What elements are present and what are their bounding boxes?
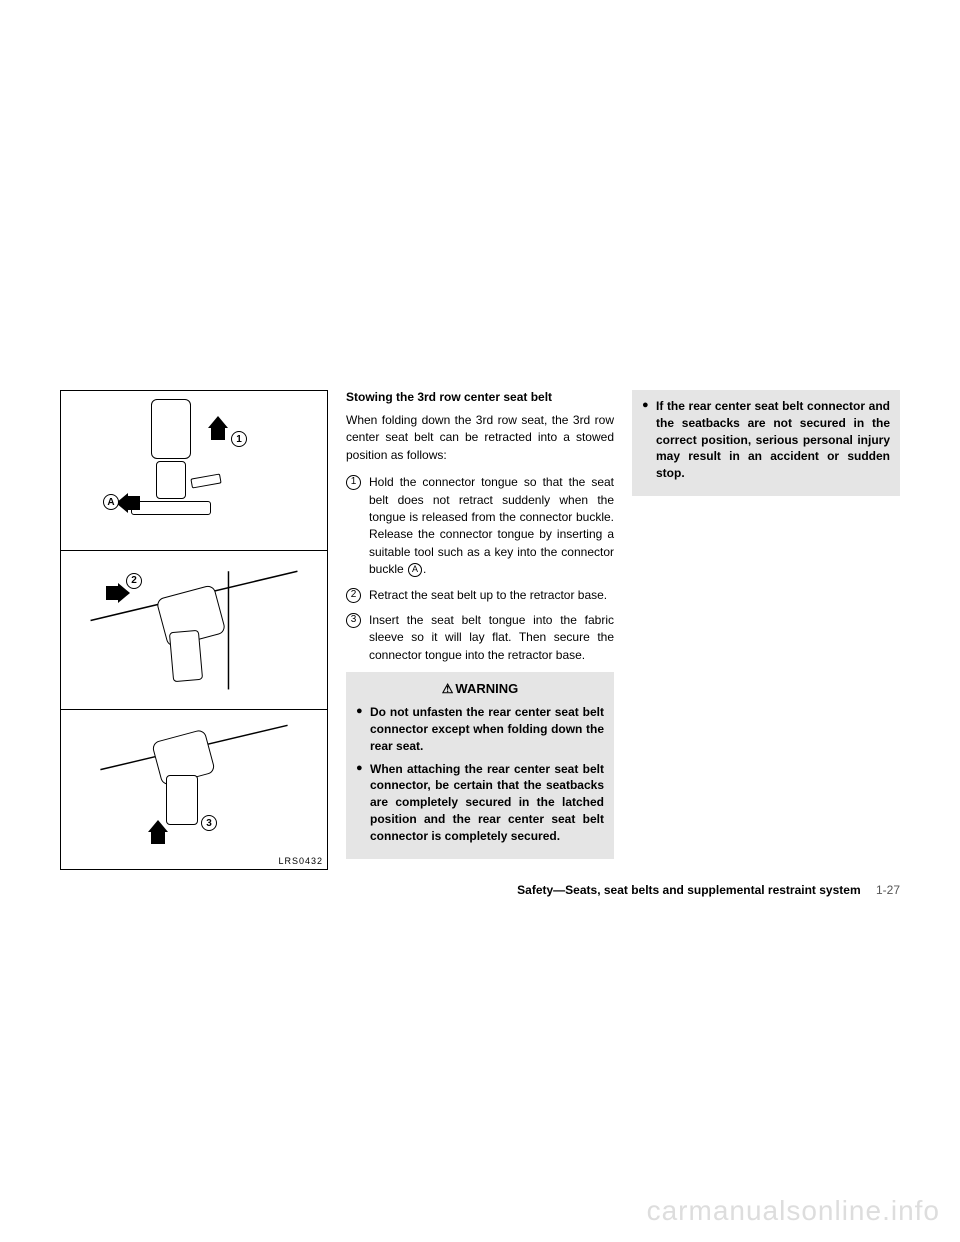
- figure-box: 1 A 2: [60, 390, 328, 870]
- arrow-left-icon: [126, 496, 140, 510]
- step-number-2: 2: [346, 588, 361, 603]
- watermark: carmanualsonline.info: [647, 1195, 940, 1227]
- step-number-1: 1: [346, 475, 361, 490]
- page-content: 1 A 2: [60, 390, 900, 870]
- figure-panel-3: 3 LRS0432: [61, 710, 327, 869]
- warning-item-3: If the rear center seat belt connector a…: [642, 398, 890, 482]
- column-2: Stowing the 3rd row center seat belt Whe…: [346, 390, 614, 870]
- step-3: 3 Insert the seat belt tongue into the f…: [346, 612, 614, 664]
- step-2-text: Retract the seat belt up to the retracto…: [369, 587, 614, 604]
- callout-1: 1: [231, 431, 247, 447]
- column-1: 1 A 2: [60, 390, 328, 870]
- page-footer: Safety—Seats, seat belts and supplementa…: [60, 883, 900, 897]
- warning-box: WARNING Do not unfasten the rear center …: [346, 672, 614, 859]
- step-2: 2 Retract the seat belt up to the retrac…: [346, 587, 614, 604]
- step-1-text-a: Hold the connector tongue so that the se…: [369, 475, 614, 576]
- step-1-text-b: .: [423, 562, 426, 576]
- figure-code: LRS0432: [278, 856, 323, 866]
- column-3: If the rear center seat belt connector a…: [632, 390, 900, 870]
- section-heading: Stowing the 3rd row center seat belt: [346, 390, 614, 404]
- footer-page-number: 1-27: [876, 883, 900, 897]
- step-1: 1 Hold the connector tongue so that the …: [346, 474, 614, 578]
- step-number-3: 3: [346, 613, 361, 628]
- warning-item-1: Do not unfasten the rear center seat bel…: [356, 704, 604, 754]
- inline-callout-a: A: [408, 563, 422, 577]
- callout-2: 2: [126, 573, 142, 589]
- intro-text: When folding down the 3rd row seat, the …: [346, 412, 614, 464]
- figure-panel-1: 1 A: [61, 391, 327, 551]
- figure-panel-2: 2: [61, 551, 327, 711]
- warning-header: WARNING: [356, 680, 604, 698]
- arrow-up-icon-2: [151, 830, 165, 844]
- step-3-text: Insert the seat belt tongue into the fab…: [369, 612, 614, 664]
- warning-box-continued: If the rear center seat belt connector a…: [632, 390, 900, 496]
- step-1-text: Hold the connector tongue so that the se…: [369, 474, 614, 578]
- arrow-up-icon: [211, 426, 225, 440]
- arrow-right-icon: [106, 586, 120, 600]
- footer-section-title: Safety—Seats, seat belts and supplementa…: [517, 883, 860, 897]
- warning-item-2: When attaching the rear center seat belt…: [356, 761, 604, 845]
- callout-a: A: [103, 494, 119, 510]
